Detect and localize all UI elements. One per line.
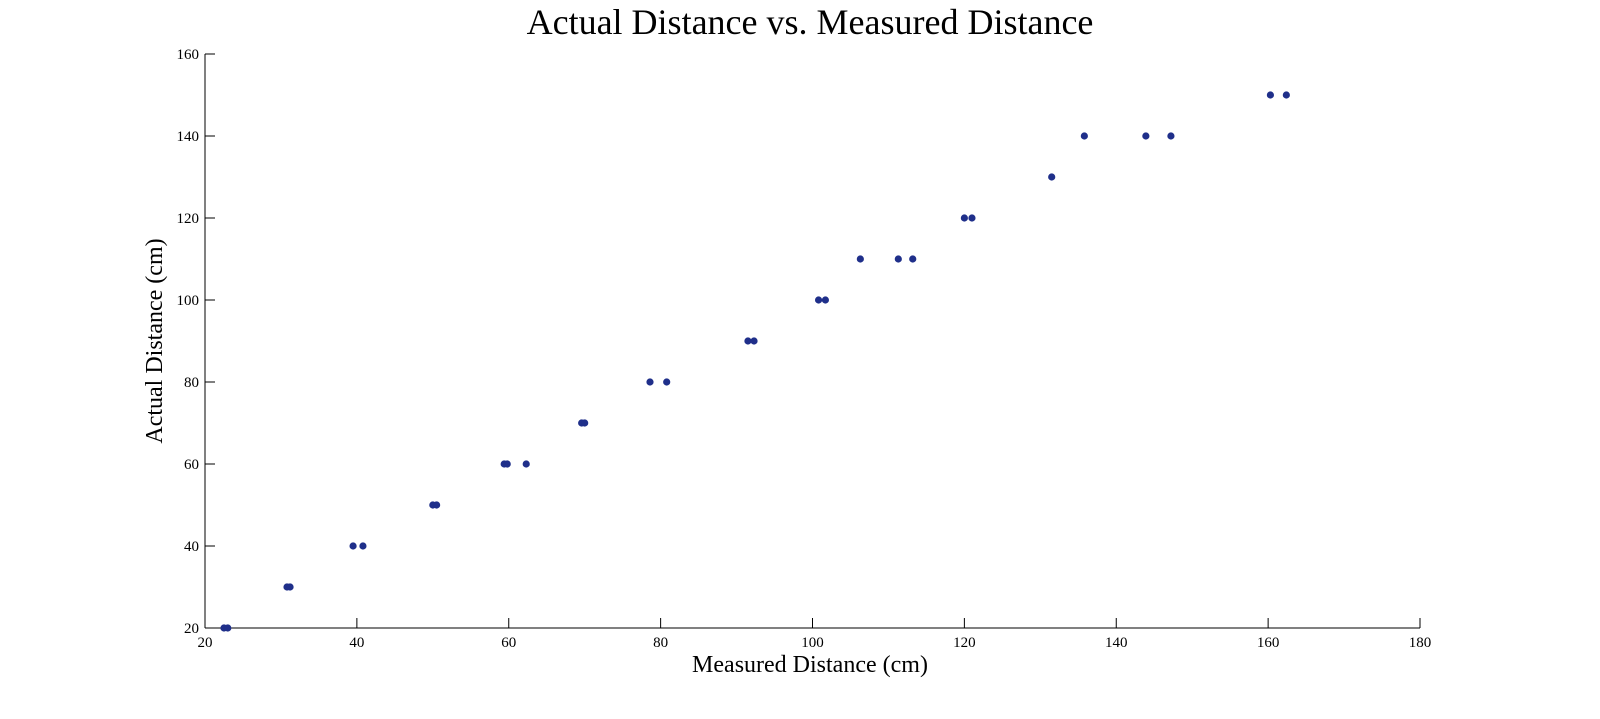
x-tick-label: 180	[1409, 635, 1432, 651]
data-point	[744, 337, 752, 345]
data-point	[1048, 173, 1056, 181]
x-tick-label: 20	[198, 635, 213, 651]
axes	[204, 54, 1420, 629]
x-ticks: 20 40 60 80 100 120 140 160 180	[198, 618, 1432, 651]
data-point	[1080, 132, 1088, 140]
data-point	[894, 255, 902, 263]
y-axis-label: Actual Distance (cm)	[142, 238, 168, 443]
data-point	[1142, 132, 1150, 140]
data-point	[663, 378, 671, 386]
data-point	[1282, 91, 1290, 99]
x-tick-label: 140	[1105, 635, 1128, 651]
data-point	[224, 624, 232, 632]
y-tick-label: 60	[184, 457, 199, 473]
data-point	[960, 214, 968, 222]
y-tick-label: 100	[177, 293, 200, 309]
data-point	[821, 296, 830, 304]
data-points	[220, 91, 1290, 632]
x-tick-label: 160	[1257, 635, 1280, 651]
data-point	[646, 378, 654, 386]
data-point	[522, 460, 530, 468]
data-point	[503, 460, 511, 468]
data-point	[359, 542, 367, 550]
x-axis-label: Measured Distance (cm)	[692, 652, 928, 678]
data-point	[349, 542, 357, 550]
y-tick-label: 160	[177, 47, 200, 63]
y-tick-label: 40	[184, 539, 199, 555]
chart-title: Actual Distance vs. Measured Distance	[527, 2, 1094, 42]
data-point	[286, 583, 294, 591]
data-point	[856, 255, 864, 263]
y-tick-label: 80	[184, 375, 199, 391]
x-tick-label: 120	[953, 635, 976, 651]
data-point	[433, 501, 441, 509]
data-point	[581, 419, 589, 427]
data-point	[1167, 132, 1175, 140]
x-tick-label: 100	[801, 635, 824, 651]
y-tick-label: 140	[177, 129, 200, 145]
y-tick-label: 120	[177, 211, 200, 227]
data-point	[750, 337, 758, 345]
data-point	[968, 214, 976, 222]
x-tick-label: 40	[349, 635, 364, 651]
data-point	[1266, 91, 1275, 99]
x-tick-label: 60	[501, 635, 516, 651]
x-tick-label: 80	[653, 635, 668, 651]
y-tick-label: 20	[184, 621, 199, 637]
data-point	[814, 296, 823, 304]
data-point	[909, 255, 917, 263]
y-ticks: 20 40 60 80 100 120 140 160	[177, 47, 215, 637]
